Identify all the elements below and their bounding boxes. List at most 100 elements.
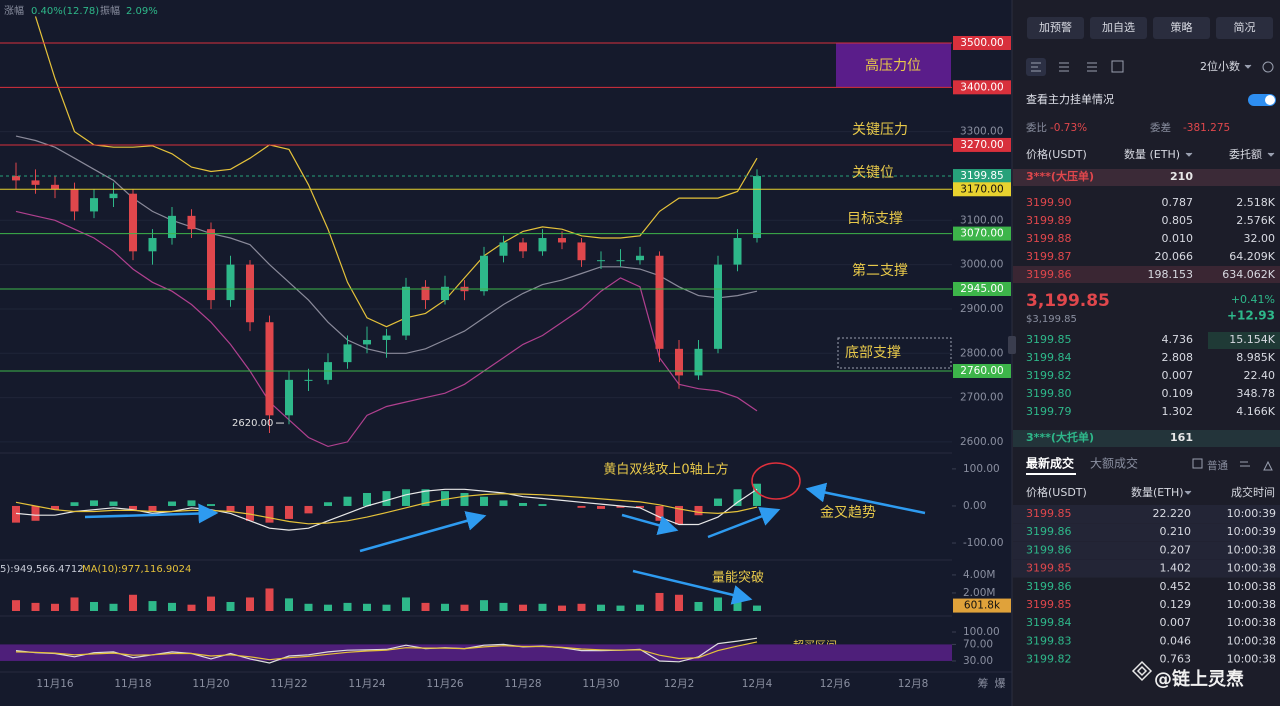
macd-bar: [363, 492, 371, 506]
candle-body: [51, 184, 59, 190]
candle-body: [655, 255, 664, 349]
caret[interactable]: [1267, 152, 1275, 157]
label: 价格(USDT): [1026, 147, 1087, 161]
volume-bar: [70, 597, 79, 611]
x-tick-label: 12月6: [820, 678, 851, 690]
macd-bar: [519, 502, 527, 506]
icon[interactable]: [1263, 460, 1273, 471]
y-tick-label: 3100.00: [960, 214, 1003, 226]
button[interactable]: [1027, 17, 1084, 39]
candle-body: [148, 238, 157, 252]
icon[interactable]: [1240, 461, 1250, 467]
volume-bar: [616, 605, 625, 611]
label: 20.066: [1155, 250, 1194, 263]
volume-bar: [31, 602, 40, 611]
current-volume-label: 601.8k: [964, 600, 1001, 612]
candle-body: [304, 379, 313, 381]
candle-body: [109, 193, 118, 199]
label: 10:00:38: [1227, 653, 1276, 666]
annotation: 底部支撑: [845, 345, 901, 361]
candle-body: [226, 264, 235, 301]
volume-bar: [441, 603, 449, 611]
label: 0.129: [1160, 598, 1192, 611]
candle-body: [577, 242, 586, 261]
annotation: 量能突破: [712, 570, 764, 586]
candle-body: [519, 242, 527, 252]
macd-bar: [694, 505, 703, 516]
caret[interactable]: [1185, 152, 1193, 157]
x-tick-label: 11月20: [192, 678, 229, 690]
icon[interactable]: [1031, 62, 1041, 72]
label: 22.220: [1153, 507, 1192, 520]
label: +0.41%: [1231, 293, 1275, 306]
macd-bar: [304, 505, 313, 514]
bid-wall-row: [1013, 430, 1280, 447]
y-tick-label: 2800.00: [960, 347, 1003, 359]
candle-body: [675, 348, 683, 376]
button[interactable]: [1153, 17, 1210, 39]
volume-legend: MA(10):977,116.9024: [82, 564, 191, 575]
icon[interactable]: [1087, 62, 1097, 72]
candle-body: [168, 215, 176, 239]
label: 2.09%: [126, 6, 158, 17]
icon[interactable]: [1111, 60, 1124, 73]
label: 348.78: [1237, 387, 1276, 400]
label: 210: [1170, 170, 1193, 183]
panel-handle[interactable]: [1008, 336, 1016, 354]
volume-bar: [655, 592, 664, 611]
precision-select: 2位小数: [1200, 59, 1240, 73]
y-tick-label: 100.00: [963, 463, 1000, 475]
icon[interactable]: [1059, 62, 1069, 72]
label: 3199.80: [1026, 387, 1072, 400]
label: 3199.87: [1026, 250, 1072, 263]
macd-bar: [324, 502, 332, 506]
volume-bar: [480, 600, 488, 611]
button[interactable]: [1090, 17, 1147, 39]
label: 委差: [1150, 121, 1171, 134]
trade-highlight: [1013, 541, 1280, 560]
axis-tool: 爆: [995, 676, 1006, 690]
label: 普通: [1207, 459, 1229, 472]
level-label: 3270.00: [960, 139, 1003, 151]
label: 3199.86: [1026, 580, 1072, 593]
caret[interactable]: [1244, 64, 1252, 69]
annotation: 目标支撑: [847, 211, 903, 227]
macd-bar: [636, 505, 644, 508]
button-label: 简况: [1234, 20, 1256, 34]
macd-bar: [753, 483, 761, 506]
label: 0.40%(12.78): [31, 6, 99, 17]
label: 数量 (ETH): [1124, 148, 1180, 161]
macd-bar: [480, 496, 488, 506]
level-box: [953, 137, 1011, 152]
settings-icon[interactable]: [1262, 61, 1274, 73]
label: 634.062K: [1222, 268, 1275, 281]
volume-bar: [51, 603, 59, 611]
label: 3***(大压单): [1026, 169, 1094, 183]
trade-highlight: [1013, 559, 1280, 578]
level-box: [953, 169, 1011, 184]
macd-bar: [51, 505, 59, 510]
arrow: [805, 482, 926, 515]
volume-bar: [499, 602, 508, 611]
button[interactable]: [1216, 17, 1273, 39]
label: 3199.90: [1026, 196, 1072, 209]
level-box: [953, 182, 1011, 197]
volume-bar: [577, 603, 586, 611]
level-box: [953, 363, 1011, 378]
volume-bar: [304, 603, 313, 611]
candle-body: [441, 286, 449, 301]
volume-bar: [538, 603, 547, 611]
label: 3199.82: [1026, 369, 1072, 382]
y-tick-label: 2.00M: [963, 587, 995, 599]
annotation: 关键位: [852, 165, 894, 181]
annotation: 高压力位: [865, 57, 921, 74]
button-label: 加自选: [1102, 21, 1135, 34]
caret[interactable]: [1184, 490, 1192, 495]
candle-body: [70, 189, 79, 212]
label: 3199.84: [1026, 351, 1072, 364]
label: 3199.86: [1026, 525, 1072, 538]
checkbox[interactable]: [1192, 458, 1203, 469]
volume-bar: [382, 604, 391, 611]
current-volume-box: [953, 598, 1011, 613]
